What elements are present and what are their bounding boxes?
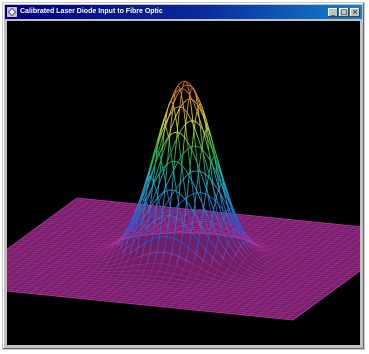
surface-plot[interactable] — [7, 21, 360, 345]
maximize-button[interactable]: □ — [339, 7, 349, 17]
window-title: Calibrated Laser Diode Input to Fibre Op… — [20, 8, 163, 15]
window-controls: _ □ × — [328, 7, 360, 17]
minimize-button[interactable]: _ — [328, 7, 338, 17]
gaussian-mesh — [7, 80, 360, 321]
plot-viewport[interactable] — [7, 21, 360, 345]
app-icon[interactable] — [7, 7, 17, 17]
application-window: Calibrated Laser Diode Input to Fibre Op… — [2, 2, 365, 350]
title-bar[interactable]: Calibrated Laser Diode Input to Fibre Op… — [5, 5, 362, 19]
close-button[interactable]: × — [350, 7, 360, 17]
